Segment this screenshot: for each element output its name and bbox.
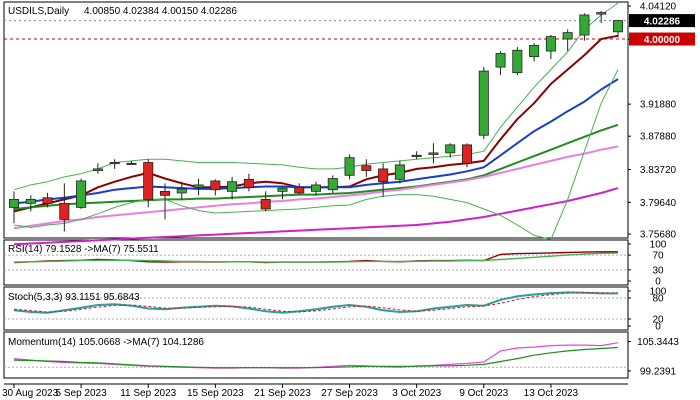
candle-body — [529, 45, 540, 58]
candle-body — [260, 198, 271, 210]
last-price-label: 4.02286 — [644, 17, 681, 28]
candle-body — [562, 32, 573, 40]
x-tick-label: 15 Sep 2023 — [187, 388, 244, 399]
candle-body — [126, 162, 137, 165]
price-axis-tick-label: 3.75680 — [640, 230, 677, 241]
price-axis-tick-label: 4.04120 — [640, 2, 677, 13]
x-tick-label: 3 Oct 2023 — [392, 388, 441, 399]
candle-body — [277, 187, 288, 192]
candle-body — [411, 154, 422, 157]
candle-body — [76, 180, 87, 208]
stoch-k-line — [13, 291, 618, 314]
candle-body — [109, 162, 120, 165]
candle-body — [394, 164, 405, 180]
rsi-header: RSI(14) 79.1528 ->MA(7) 75.5511 — [8, 244, 159, 255]
momentum-axis-tick-label: 99.2391 — [640, 366, 677, 377]
mom-panel-frame — [3, 331, 629, 379]
x-tick-label: 9 Oct 2023 — [459, 388, 508, 399]
stoch-axis-tick-label: 20 — [652, 315, 664, 326]
candle-body — [428, 152, 439, 155]
stoch-panel-frame — [3, 286, 629, 331]
stoch-axis-tick-label: 0 — [655, 322, 661, 333]
candle-body — [294, 186, 305, 194]
candle-body — [495, 53, 506, 68]
rsi-panel-frame — [3, 239, 629, 286]
price-series-line — [13, 2, 619, 191]
candle-body — [25, 198, 36, 204]
candle-body — [42, 197, 53, 204]
candles — [8, 10, 624, 232]
stoch-axis-tick-label: 100 — [650, 287, 667, 298]
candle-body — [243, 178, 254, 188]
momentum-axis-tick-label: 105.3443 — [637, 337, 679, 348]
candle-body — [92, 168, 103, 171]
last-price-badge — [629, 14, 695, 28]
x-tick-label: 21 Sep 2023 — [254, 388, 311, 399]
rsi-series-line — [13, 252, 619, 263]
candle-body — [445, 144, 456, 154]
price-series-line — [13, 145, 619, 230]
candle-body — [210, 180, 221, 191]
price-series-line — [13, 69, 619, 240]
panel-headers: USDILS,Daily 4.00850 4.02384 4.00150 4.02… — [8, 6, 237, 348]
stoch-d-line — [13, 292, 619, 313]
rsi-axis-tick-label: 100 — [650, 240, 667, 251]
price-axis-tick-label: 3.91880 — [640, 100, 677, 111]
stoch-axis-tick-label: 80 — [652, 294, 664, 305]
stoch-header: Stoch(5,3,3) 93.1151 95.6843 — [8, 292, 140, 303]
candle-body — [193, 184, 204, 188]
x-tick-label: 30 Aug 2023 — [2, 388, 59, 399]
candle-body — [596, 12, 607, 15]
rsi-axis-tick-label: 70 — [652, 251, 664, 262]
candle-body — [176, 188, 187, 194]
candle-body — [612, 20, 624, 33]
candle-body — [327, 178, 338, 191]
candle-body — [227, 181, 238, 192]
rsi-axis-tick-label: 0 — [655, 277, 661, 288]
price-panel-frame — [3, 1, 629, 239]
candle-body — [579, 14, 590, 36]
candle-body — [59, 202, 70, 220]
candle-body — [310, 184, 322, 192]
level-label: 4.00000 — [644, 35, 681, 46]
candle-body — [378, 168, 389, 183]
candle-body — [159, 190, 171, 196]
x-tick-label: 27 Sep 2023 — [321, 388, 378, 399]
symbol-label: USDILS,Daily — [8, 6, 69, 17]
price-series-line — [13, 187, 619, 246]
x-tick-label: 13 Oct 2023 — [524, 388, 579, 399]
momentum-header: Momentum(14) 105.0668 ->MA(7) 104.1286 — [8, 337, 204, 348]
price-axis-tick-label: 3.87880 — [640, 132, 677, 143]
candle-body — [143, 162, 154, 200]
candle-body — [478, 70, 489, 136]
price-axis-tick-label: 3.79640 — [640, 198, 677, 209]
candle-body — [461, 144, 473, 164]
candle-body — [344, 157, 355, 176]
momentum-series-line — [13, 346, 619, 369]
candle-body — [361, 165, 372, 171]
ohlc-label: 4.00850 4.02384 4.00150 4.02286 — [84, 6, 237, 17]
panel-frames — [3, 1, 629, 385]
candle-body — [512, 49, 523, 74]
candle-body — [8, 198, 20, 208]
x-tick-label: 5 Sep 2023 — [56, 388, 108, 399]
x-tick-label: 11 Sep 2023 — [120, 388, 176, 399]
level-badge — [629, 32, 695, 46]
rsi-axis-tick-label: 30 — [652, 265, 664, 276]
candle-body — [545, 36, 556, 52]
price-axis-tick-label: 3.83720 — [640, 165, 677, 176]
